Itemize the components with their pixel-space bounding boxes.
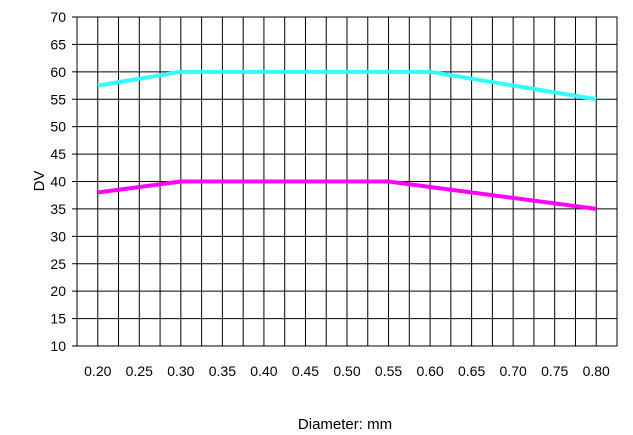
y-tick-label: 45: [50, 146, 66, 162]
y-tick-label: 30: [50, 228, 66, 244]
x-tick-label: 0.60: [416, 363, 443, 379]
y-tick-label: 55: [50, 91, 66, 107]
x-tick-label: 0.35: [209, 363, 236, 379]
x-tick-label: 0.65: [458, 363, 485, 379]
ticks: 10 15 20 25 30 35 40 45 50 55 60 65 70 0.20 0.25 0.30 0.…: [50, 9, 610, 379]
x-tick-label: 0.70: [500, 363, 527, 379]
y-axis-title: DV: [31, 171, 48, 192]
y-tick-label: 10: [50, 338, 66, 354]
series-layer: [97, 69, 597, 211]
x-tick-label: 0.50: [333, 363, 360, 379]
y-tick-label: 25: [50, 256, 66, 272]
x-tick-label: 0.55: [375, 363, 402, 379]
y-tick-label: 50: [50, 119, 66, 135]
y-tick-label: 70: [50, 9, 66, 25]
x-tick-label: 0.45: [292, 363, 319, 379]
y-tick-label: 35: [50, 201, 66, 217]
x-tick-label: 0.20: [84, 363, 111, 379]
x-tick-label: 0.40: [250, 363, 277, 379]
x-tick-label: 0.80: [583, 363, 610, 379]
y-tick-label: 20: [50, 283, 66, 299]
y-tick-label: 40: [50, 174, 66, 190]
x-tick-label: 0.75: [541, 363, 568, 379]
x-tick-label: 0.30: [167, 363, 194, 379]
y-tick-label: 15: [50, 311, 66, 327]
x-tick-label: 0.25: [126, 363, 153, 379]
series-line-1: [97, 69, 597, 102]
y-tick-label: 65: [50, 36, 66, 52]
y-tick-label: 60: [50, 64, 66, 80]
series-line-2: [97, 179, 597, 211]
x-axis-title: Diameter: mm: [298, 416, 392, 433]
